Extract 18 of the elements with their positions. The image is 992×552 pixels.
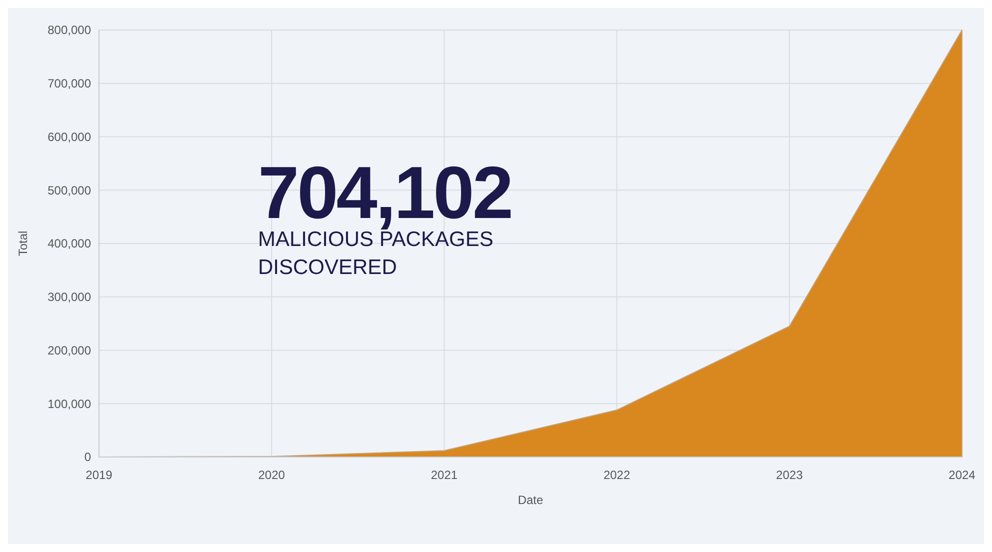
x-tick-label: 2022 [603,468,630,482]
y-tick-label: 200,000 [48,343,92,358]
y-axis-title: Total [16,230,30,256]
x-tick-label: 2021 [430,468,458,482]
y-tick-label: 100,000 [48,396,92,411]
y-tick-label: 500,000 [48,183,92,198]
y-tick-label: 700,000 [48,76,92,91]
x-tick-label: 2023 [776,468,804,482]
x-tick-label: 2019 [86,468,113,482]
x-tick-label: 2024 [948,468,976,482]
y-tick-label: 300,000 [48,290,92,304]
annotation: DISCOVERED [258,256,397,279]
y-tick-label: 600,000 [48,130,92,144]
x-tick-label: 2020 [258,468,286,482]
y-tick-label: 400,000 [48,236,92,251]
y-tick-label: 0 [84,450,92,464]
x-axis-title: Date [518,493,544,507]
y-tick-label: 800,000 [48,23,92,38]
